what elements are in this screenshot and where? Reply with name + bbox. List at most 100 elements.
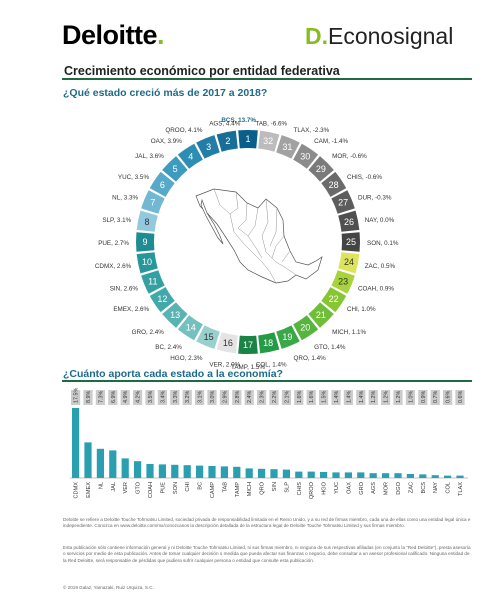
segment-label: CHI, 1.0% [347,306,376,313]
bar-gto [134,461,142,478]
value-label-bg [294,390,304,405]
value-label: 1.4% [359,391,365,403]
segment-label: SON, 0.1% [367,240,399,247]
donut-segment-tamp [238,335,258,355]
value-label: 8.9% [86,391,92,403]
value-label-bg [207,390,217,405]
donut-segment-sin [141,270,165,294]
segment-rank: 19 [282,332,292,342]
value-label: 3.0% [210,391,216,403]
value-label-bg [244,390,254,405]
value-label: 3.4% [160,391,166,403]
segment-rank: 22 [329,294,339,304]
category-label: CHI [185,482,191,492]
footnote-2: Esta publicación sólo contiene informaci… [63,545,471,563]
bar-mich [245,468,253,478]
value-label-bg [343,390,353,405]
segment-rank: 13 [170,310,180,320]
value-label-bg [319,390,329,405]
category-label: QROO [309,481,315,499]
segment-rank: 28 [329,180,339,190]
category-label: GRO [359,481,365,494]
value-label-bg [71,390,81,405]
value-label-bg [281,390,291,405]
bar-nay [431,475,439,478]
category-label: TAMP [235,482,241,497]
segment-rank: 14 [186,323,196,333]
value-label: 1.5% [322,391,328,403]
value-label: 2.8% [235,391,241,403]
segment-rank: 25 [346,237,356,247]
bar-zac [406,474,414,478]
value-label-bg [306,390,316,405]
segment-rank: 16 [223,338,233,348]
category-label: SLP [284,482,290,493]
donut-segment-dur [331,190,355,214]
bar-nl [96,448,104,478]
bar-chis [295,471,303,478]
segment-label: EMEX, 2.6% [113,306,149,313]
segment-label: JAL, 3.6% [135,153,164,160]
segment-rank: 21 [316,310,326,320]
donut-segment-chis [321,171,347,197]
segment-label: SIN, 2.6% [110,286,139,293]
value-label: 6.9% [111,391,117,403]
bar-gro [357,472,365,478]
value-label-bg [368,390,378,405]
value-label-bg [195,390,205,405]
category-label: COL [446,482,452,494]
bar-coah [146,464,154,478]
category-label: DGO [396,481,402,494]
section-divider [62,380,472,382]
value-label: 0.6% [446,391,452,403]
segment-label: NAY, 0.0% [365,217,395,224]
donut-segment-bcs [238,130,258,149]
segment-rank: 3 [206,142,211,152]
category-label: MICH [247,482,253,496]
segment-rank: 29 [316,164,326,174]
donut-segment-nay [338,210,360,232]
econosignal-logo: D.Econosignal [305,23,454,49]
segment-rank: 11 [148,276,157,286]
value-label-bg [232,390,242,405]
value-label: 4.2% [136,391,142,403]
donut-segment-gro [162,302,188,328]
category-label: AGS [371,482,377,494]
footnote-1: Deloitte se refiere a Deloitte Touche To… [63,517,471,529]
segment-label: MOR, -0.6% [332,153,367,160]
category-label: VER [123,482,129,494]
value-label: 3.3% [173,391,179,403]
segment-rank: 20 [300,323,310,333]
category-label: GTO [136,481,142,494]
segment-label: TAB, -6.6% [255,120,287,127]
bar-sin [270,469,278,478]
segment-rank: 26 [344,217,354,227]
value-label: 1.2% [396,391,402,403]
value-label: 2.1% [284,391,290,403]
value-label-bg [182,390,192,405]
value-label-bg [393,390,403,405]
donut-segment-mor [308,156,334,182]
mexico-map-icon [195,188,323,284]
copyright: © 2019 Galaz, Yamazaki, Ruiz Urquiza, S.… [63,585,154,590]
growth-donut-chart: 1 BCS, 13.7% 2 AGS, 4.4% 3 QROO, 4.1% 4 OAX, 3.… [95,117,399,371]
value-label: 0.9% [421,391,427,403]
bar-tab [220,466,228,478]
category-label: MOR [384,482,390,495]
segment-label: GRO, 2.4% [132,329,165,336]
segment-label: AGS, 4.4% [209,120,241,127]
category-label: QRO [260,481,266,494]
segment-rank: 17 [243,340,253,350]
category-label: COAH [148,482,154,498]
segment-rank: 9 [142,237,147,247]
value-label-bg [145,390,155,405]
bar-qroo [307,471,315,478]
bar-col [444,475,452,478]
segment-label: CHIS, -0.6% [347,174,382,181]
bar-ags [369,473,377,478]
category-label: NL [98,482,104,489]
value-label: 1.6% [297,391,303,403]
value-label: 1.4% [346,391,352,403]
donut-segment-emex [149,287,175,313]
value-label-bg [170,390,180,405]
